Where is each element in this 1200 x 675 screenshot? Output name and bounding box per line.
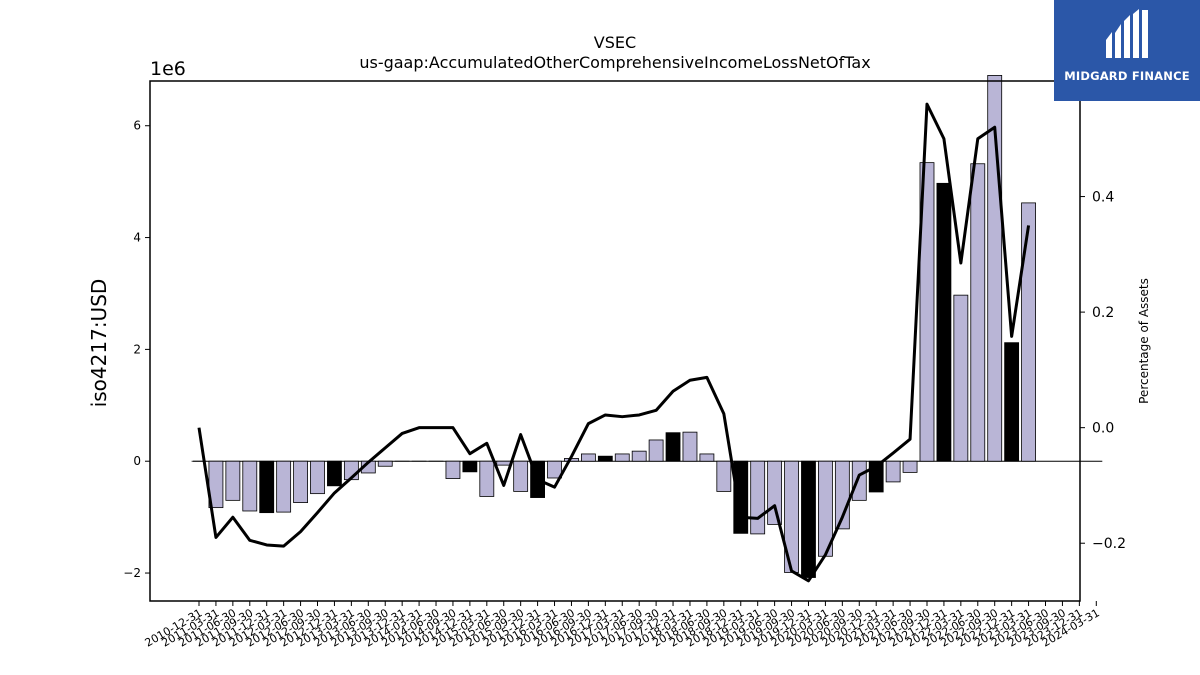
bar	[648, 439, 664, 462]
chart-subtitle: us-gaap:AccumulatedOtherComprehensiveInc…	[359, 53, 870, 72]
bar	[614, 453, 630, 462]
bar	[851, 460, 867, 501]
brand-name: MIDGARD FINANCE	[1064, 69, 1190, 83]
y-tick-label: 4	[133, 231, 141, 245]
bar	[767, 460, 783, 525]
x-axis-ticks: 2010-12-312011-03-312011-06-302011-09-30…	[143, 601, 1102, 650]
y2-tick-label: 0.2	[1092, 305, 1114, 321]
bar	[276, 460, 292, 513]
bar	[919, 162, 935, 462]
bar	[225, 460, 241, 501]
bar	[682, 431, 698, 462]
bar	[377, 460, 393, 467]
y-tick-label: −2	[123, 566, 141, 580]
bar	[902, 460, 918, 473]
bar	[310, 460, 325, 495]
y-axis-label: iso4217:USD	[87, 279, 111, 408]
bar	[496, 460, 512, 466]
bar	[513, 460, 529, 492]
plot-frame	[149, 80, 1081, 602]
bar	[259, 460, 275, 514]
y2-tick-label: −0.2	[1092, 536, 1126, 552]
bar	[479, 460, 495, 497]
bar	[1021, 202, 1036, 462]
right-axis-ticks: −0.2 0.0 0.2 0.4	[1080, 190, 1126, 552]
bar	[750, 460, 766, 535]
bar	[547, 460, 562, 479]
bar	[293, 460, 308, 503]
bar-series	[191, 75, 1036, 578]
y-tick-label: 6	[133, 119, 141, 133]
bar	[580, 453, 596, 462]
bar	[462, 460, 478, 473]
bar	[665, 432, 681, 462]
bar	[1004, 342, 1020, 462]
bar	[801, 460, 816, 578]
left-axis-ticks: −2 0 2 4 6	[123, 119, 150, 580]
y2-tick-label: 0.4	[1092, 190, 1114, 206]
y-tick-label: 0	[133, 454, 141, 468]
bar	[716, 460, 732, 492]
bar	[699, 453, 715, 462]
brand-logo: MIDGARD FINANCE	[1054, 0, 1200, 101]
bar	[597, 455, 613, 462]
bar	[445, 460, 461, 479]
bar	[953, 294, 969, 462]
bar	[970, 163, 986, 462]
bar	[631, 450, 647, 462]
line-series-group	[197, 102, 1031, 583]
bar	[327, 460, 342, 487]
y-axis-offset-label: 1e6	[150, 58, 186, 80]
bar	[936, 182, 952, 462]
y2-tick-label: 0.0	[1092, 421, 1114, 437]
bar	[885, 460, 901, 483]
bar	[242, 460, 258, 512]
bar	[733, 460, 749, 534]
y-tick-label: 2	[133, 342, 141, 356]
percentage-of-assets-line	[197, 102, 1031, 583]
chart-title: VSEC	[594, 33, 636, 52]
right-axis-label: Percentage of Assets	[1137, 278, 1151, 404]
midgard-m-logo-icon	[1106, 9, 1148, 58]
